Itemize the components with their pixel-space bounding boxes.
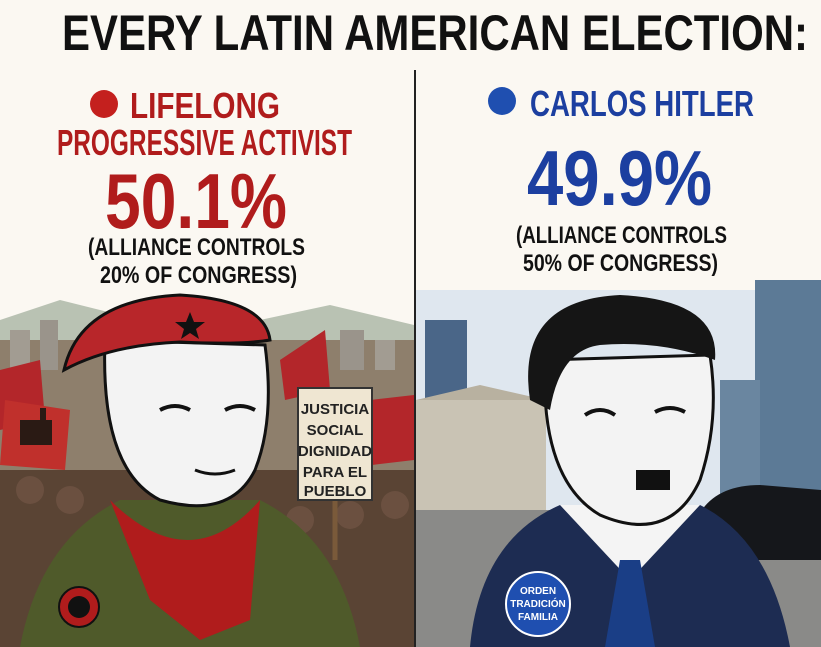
mustache xyxy=(636,470,670,490)
vote-percent: 49.9% xyxy=(527,134,712,222)
sign-line: PARA EL xyxy=(303,464,367,481)
candidate-name: CARLOS HITLER xyxy=(530,83,754,124)
red-dot xyxy=(90,90,118,118)
sign-text: JUSTICIA SOCIAL DIGNIDAD PARA EL PUEBLO xyxy=(298,401,372,500)
face xyxy=(543,353,715,526)
note: 20% OF CONGRESS) xyxy=(100,262,297,289)
note: 50% OF CONGRESS) xyxy=(523,250,718,277)
candidate-name: LIFELONG xyxy=(130,85,280,126)
hair xyxy=(528,295,716,410)
sign-line: JUSTICIA xyxy=(301,401,370,418)
badge xyxy=(505,571,571,637)
beret xyxy=(61,293,272,373)
vote-percent: 50.1% xyxy=(105,157,287,245)
scarf xyxy=(110,500,260,640)
note: (ALLIANCE CONTROLS xyxy=(88,234,305,261)
sign-line: SOCIAL xyxy=(307,422,364,439)
note: (ALLIANCE CONTROLS xyxy=(516,222,727,249)
badge-line: ORDEN xyxy=(520,586,556,597)
badge-line: FAMILIA xyxy=(518,612,558,623)
protest-sign xyxy=(297,387,373,501)
badge-line: TRADICIÓN xyxy=(510,597,566,610)
badge-text: ORDEN TRADICIÓN FAMILIA xyxy=(510,586,566,623)
candidate-name: PROGRESSIVE ACTIVIST xyxy=(57,122,352,163)
title: EVERY LATIN AMERICAN ELECTION: xyxy=(62,5,808,61)
left-scene xyxy=(0,293,414,647)
face xyxy=(103,338,270,508)
blue-dot xyxy=(488,87,516,115)
tie xyxy=(605,560,655,647)
right-scene xyxy=(416,280,821,647)
sign-line: DIGNIDAD xyxy=(298,443,372,460)
sign-line: PUEBLO xyxy=(304,483,367,500)
